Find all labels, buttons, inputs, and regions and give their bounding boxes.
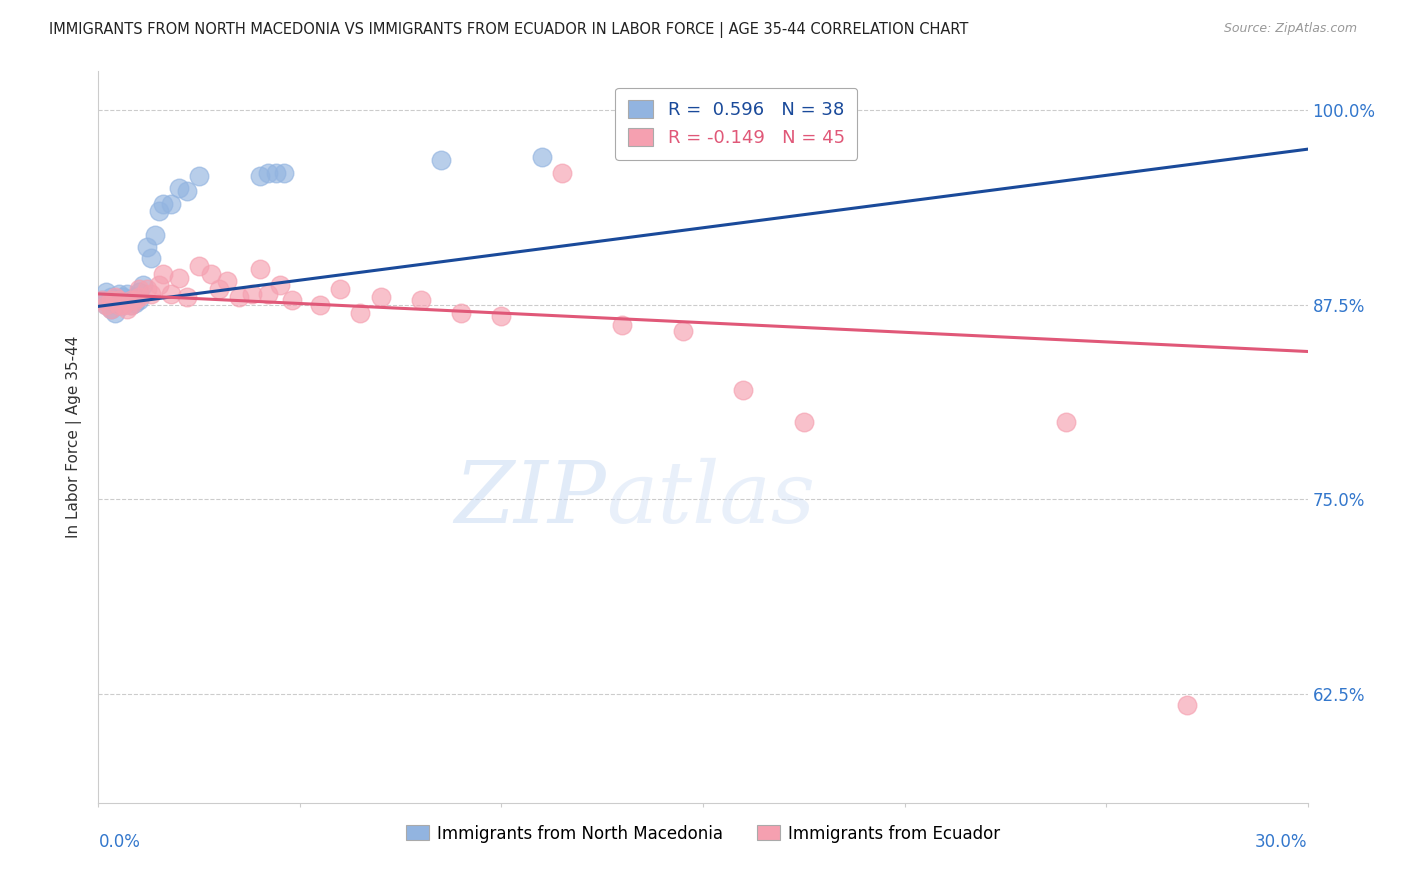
Point [96, 285, 118, 300]
Text: ZIP: ZIP [454, 458, 606, 541]
Point [96, 298, 118, 312]
Point [111, 298, 134, 312]
Point [273, 165, 295, 179]
Point [200, 267, 222, 281]
Point [256, 286, 278, 301]
Point [530, 150, 553, 164]
Text: Source: ZipAtlas.com: Source: ZipAtlas.com [1223, 22, 1357, 36]
Point [612, 318, 634, 332]
Point [249, 262, 271, 277]
Point [217, 275, 239, 289]
Point [115, 294, 138, 309]
Text: atlas: atlas [606, 458, 815, 541]
Point [107, 293, 129, 307]
Point [430, 153, 453, 167]
Point [143, 227, 166, 242]
Point [733, 384, 755, 398]
Point [91, 293, 114, 307]
Point [1054, 415, 1077, 429]
Point [793, 415, 815, 429]
Point [128, 282, 150, 296]
Point [107, 298, 129, 312]
Point [139, 251, 162, 265]
Point [111, 290, 134, 304]
Point [120, 293, 142, 307]
Point [100, 302, 122, 317]
Point [100, 302, 122, 317]
Point [551, 165, 574, 179]
Point [100, 290, 122, 304]
Point [167, 181, 190, 195]
Text: IMMIGRANTS FROM NORTH MACEDONIA VS IMMIGRANTS FROM ECUADOR IN LABOR FORCE | AGE : IMMIGRANTS FROM NORTH MACEDONIA VS IMMIG… [49, 22, 969, 38]
Point [309, 298, 332, 312]
Point [128, 290, 150, 304]
Legend: Immigrants from North Macedonia, Immigrants from Ecuador: Immigrants from North Macedonia, Immigra… [399, 818, 1007, 849]
Point [135, 282, 157, 296]
Point [269, 277, 291, 292]
Point [115, 302, 138, 317]
Point [96, 298, 118, 312]
Point [103, 290, 125, 304]
Point [152, 267, 174, 281]
Point [672, 324, 695, 338]
Point [120, 298, 142, 312]
Point [160, 286, 183, 301]
Text: 0.0%: 0.0% [98, 833, 141, 851]
Point [91, 293, 114, 307]
Point [256, 165, 278, 179]
Point [409, 293, 432, 307]
Point [152, 196, 174, 211]
Point [107, 286, 129, 301]
Point [329, 282, 352, 296]
Point [132, 277, 155, 292]
Point [120, 293, 142, 307]
Point [240, 286, 263, 301]
Point [148, 204, 170, 219]
Point [115, 286, 138, 301]
Point [349, 305, 371, 319]
Point [188, 259, 211, 273]
Point [281, 293, 304, 307]
Point [107, 298, 129, 312]
Text: 30.0%: 30.0% [1256, 833, 1308, 851]
Point [124, 290, 146, 304]
Point [107, 293, 129, 307]
Point [124, 293, 146, 307]
Point [188, 169, 211, 183]
Point [208, 282, 231, 296]
Point [167, 271, 190, 285]
Point [111, 294, 134, 309]
Point [111, 298, 134, 312]
Y-axis label: In Labor Force | Age 35-44: In Labor Force | Age 35-44 [66, 336, 83, 538]
Point [100, 293, 122, 307]
Point [1175, 698, 1198, 712]
Point [128, 293, 150, 307]
Point [128, 285, 150, 300]
Point [124, 296, 146, 310]
Point [491, 309, 513, 323]
Point [139, 286, 162, 301]
Point [176, 184, 198, 198]
Point [249, 169, 271, 183]
Point [228, 290, 250, 304]
Point [120, 298, 142, 312]
Point [176, 290, 198, 304]
Point [135, 240, 157, 254]
Point [103, 296, 125, 310]
Point [160, 196, 183, 211]
Point [450, 305, 472, 319]
Point [370, 290, 392, 304]
Point [264, 165, 287, 179]
Point [148, 277, 170, 292]
Point [103, 305, 125, 319]
Point [100, 293, 122, 307]
